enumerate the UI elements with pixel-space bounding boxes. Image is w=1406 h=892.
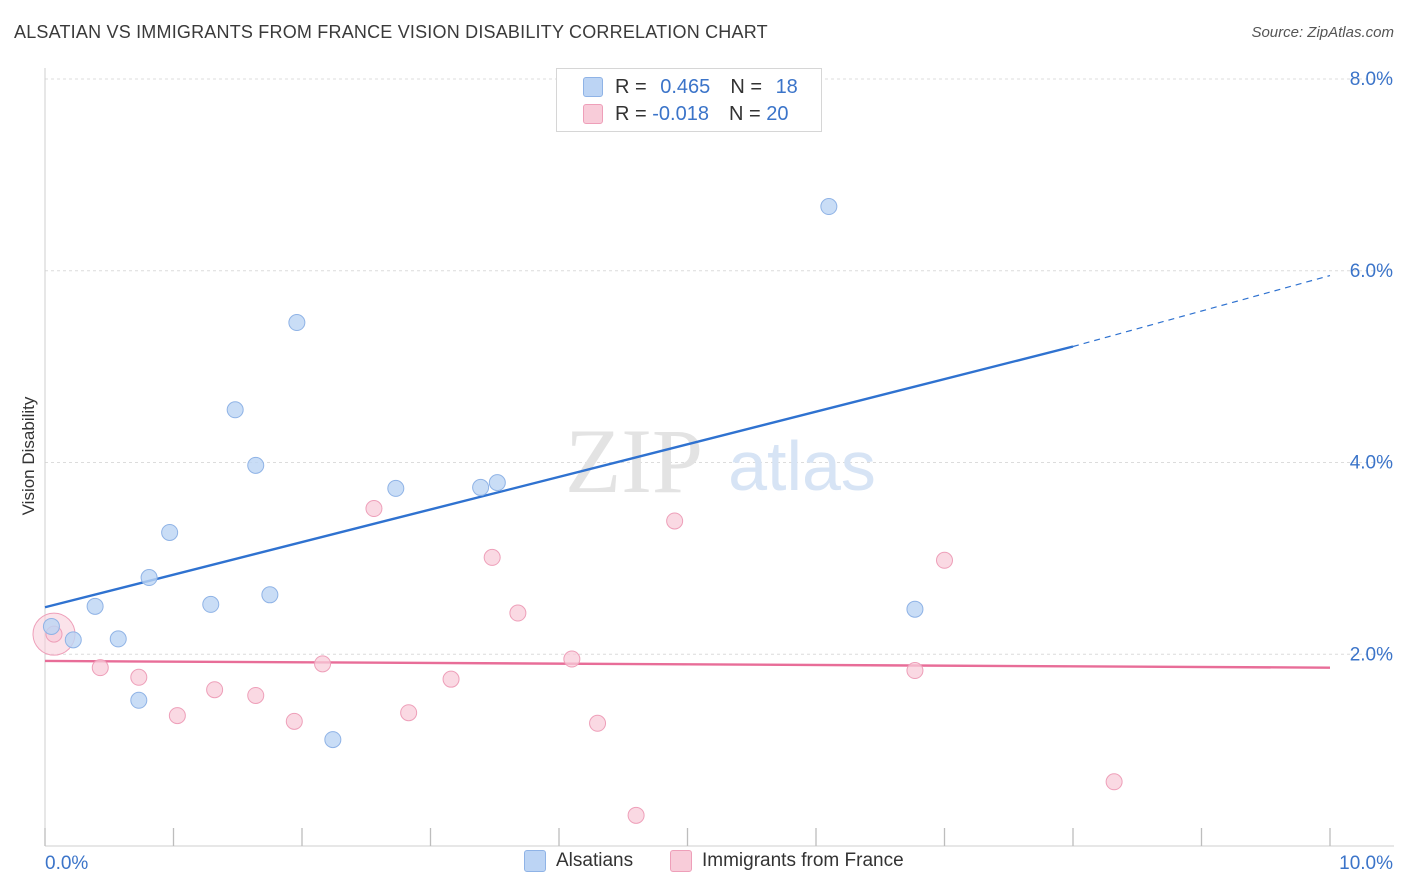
point-alsatians xyxy=(109,630,127,648)
point-alsatians xyxy=(247,456,265,474)
point-alsatians xyxy=(906,600,924,618)
x-tick-label-min: 0.0% xyxy=(45,853,88,874)
point-alsatians xyxy=(86,597,104,615)
source-credit: Source: ZipAtlas.com xyxy=(1251,24,1394,41)
point-immigrants xyxy=(285,712,303,730)
point-alsatians xyxy=(161,523,179,541)
point-alsatians xyxy=(226,401,244,419)
point-immigrants xyxy=(627,806,645,824)
axes xyxy=(44,68,1394,847)
gridlines xyxy=(45,78,1394,655)
trend-line-alsatians-extension xyxy=(1072,274,1331,348)
point-immigrants xyxy=(509,604,527,622)
point-alsatians xyxy=(288,314,306,332)
point-alsatians xyxy=(472,478,490,496)
point-alsatians xyxy=(202,595,220,613)
point-immigrants xyxy=(442,670,460,688)
x-tick-label-max: 10.0% xyxy=(1339,853,1393,874)
legend-n-label: N = xyxy=(728,102,767,125)
trend-line-alsatians xyxy=(44,345,1074,609)
legend-swatch-pink xyxy=(583,104,603,124)
y-axis-label: Vision Disability xyxy=(19,396,38,515)
point-alsatians xyxy=(261,586,279,604)
point-alsatians xyxy=(140,569,158,587)
point-immigrants xyxy=(563,650,581,668)
point-immigrants xyxy=(168,707,186,725)
series-legend: Alsatians Immigrants from France xyxy=(0,850,1406,878)
point-immigrants xyxy=(314,655,332,673)
legend-n-value: 20 xyxy=(766,102,789,125)
legend-label-immigrants: Immigrants from France xyxy=(702,850,904,871)
legend-n-label: N = xyxy=(730,75,768,98)
legend-item-immigrants: Immigrants from France xyxy=(670,850,904,872)
chart-title: ALSATIAN VS IMMIGRANTS FROM FRANCE VISIO… xyxy=(14,22,768,42)
point-immigrants xyxy=(666,512,684,530)
point-alsatians xyxy=(820,198,838,216)
point-alsatians xyxy=(64,631,82,649)
legend-r-value: -0.018 xyxy=(652,102,709,125)
legend-swatch-blue xyxy=(524,850,546,872)
y-tick-label: 8.0% xyxy=(1350,69,1393,90)
point-immigrants xyxy=(483,548,501,566)
point-immigrants xyxy=(365,500,383,518)
legend-n-value: 18 xyxy=(775,75,798,98)
point-alsatians xyxy=(488,474,506,492)
point-immigrants xyxy=(589,714,607,732)
point-immigrants xyxy=(936,551,953,569)
correlation-legend: R = 0.465 N = 18 R = -0.018 N = 20 xyxy=(556,68,822,132)
tick-labels: 2.0% 4.0% 6.0% 8.0% 0.0% 10.0% xyxy=(45,69,1393,874)
legend-item-alsatians: Alsatians xyxy=(524,850,633,872)
y-tick-label: 4.0% xyxy=(1350,453,1393,474)
watermark-zip: ZIP xyxy=(565,410,703,512)
watermark: ZIP atlas xyxy=(565,410,876,512)
point-alsatians xyxy=(324,731,342,749)
point-immigrants xyxy=(400,704,418,722)
trend-lines xyxy=(44,274,1331,669)
trend-line-immigrants xyxy=(44,659,1331,669)
y-tick-label: 6.0% xyxy=(1350,261,1393,282)
legend-r-label: R = xyxy=(615,75,653,98)
y-tick-label: 2.0% xyxy=(1350,644,1393,665)
legend-r-value: 0.465 xyxy=(660,75,711,98)
point-immigrants xyxy=(247,686,265,704)
point-immigrants xyxy=(130,668,148,686)
point-alsatians xyxy=(42,617,60,635)
legend-row-alsatians: R = 0.465 N = 18 xyxy=(583,75,798,99)
legend-swatch-blue xyxy=(583,77,603,97)
legend-row-immigrants: R = -0.018 N = 20 xyxy=(583,102,788,126)
point-immigrants xyxy=(91,659,109,677)
point-alsatians xyxy=(387,479,405,497)
data-points xyxy=(32,198,1123,824)
legend-label-alsatians: Alsatians xyxy=(556,850,634,871)
legend-r-label: R = xyxy=(615,102,653,125)
point-alsatians xyxy=(130,691,148,709)
point-immigrants xyxy=(1105,773,1123,791)
legend-swatch-pink xyxy=(670,850,692,872)
point-immigrants xyxy=(906,662,924,680)
watermark-atlas: atlas xyxy=(728,427,876,505)
point-immigrants xyxy=(206,681,224,699)
